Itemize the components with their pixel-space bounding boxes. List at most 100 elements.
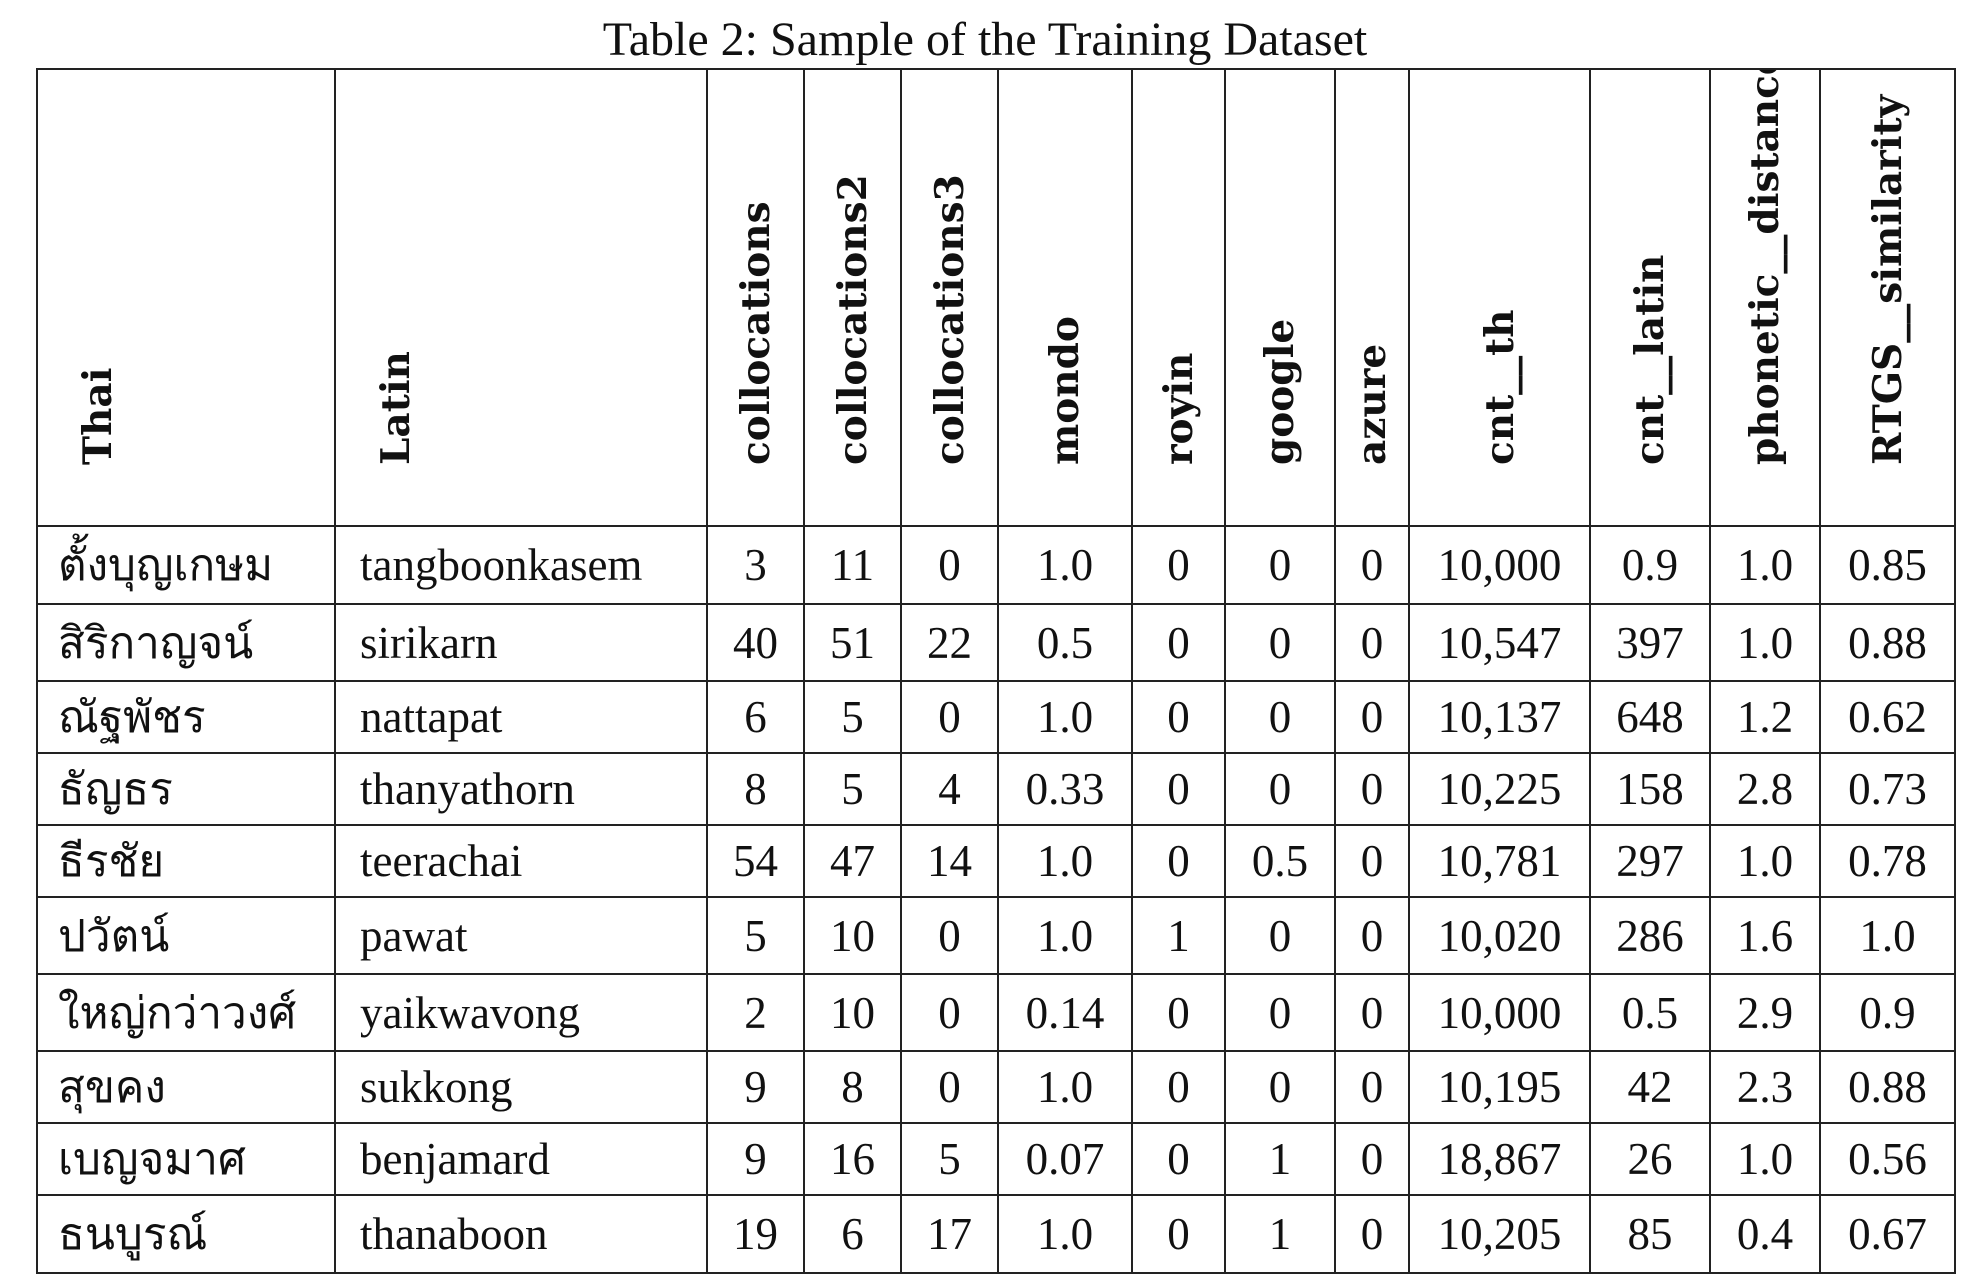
cell-phonetic-distance: 1.6 (1709, 896, 1821, 975)
table-row: สิริกาญจน์ sirikarn 40 51 22 0.5 0 0 0 10,547 397 1… (36, 603, 1956, 682)
cell-cnt-latin: 648 (1589, 680, 1711, 754)
cell-thai-name: ปวัตน์ (36, 896, 336, 975)
cell-latin-name: yaikwavong (334, 973, 708, 1052)
column-header-label: collocations3 (926, 174, 973, 465)
column-header-label: Thai (75, 367, 121, 465)
column-header-label: google (1257, 318, 1303, 465)
cell-royin: 1 (1131, 896, 1226, 975)
cell-latin-name: thanyathorn (334, 752, 708, 826)
cell-collocations3: 0 (900, 525, 999, 605)
column-header-label: azure (1349, 343, 1395, 465)
column-header-rtgs-similarity: RTGS__similarity (1819, 68, 1956, 527)
cell-mondo: 0.5 (997, 603, 1133, 682)
cell-google: 0 (1224, 603, 1336, 682)
cell-royin: 0 (1131, 603, 1226, 682)
cell-rtgs-similarity: 0.88 (1819, 1050, 1956, 1124)
cell-rtgs-similarity: 0.85 (1819, 525, 1956, 605)
cell-cnt-th: 10,547 (1408, 603, 1591, 682)
cell-phonetic-distance: 2.8 (1709, 752, 1821, 826)
table-body: ตั้งบุญเกษม tangboonkasem 3 11 0 1.0 0 0 0 10,000… (36, 525, 1956, 1274)
cell-mondo: 1.0 (997, 824, 1133, 898)
column-header-collocations: collocations (706, 68, 805, 527)
cell-cnt-latin: 85 (1589, 1194, 1711, 1274)
cell-latin-name: sukkong (334, 1050, 708, 1124)
column-header-label: Latin (373, 351, 419, 465)
table-row: ธีรชัย teerachai 54 47 14 1.0 0 0.5 0 10,781 297 1.… (36, 824, 1956, 898)
cell-cnt-latin: 158 (1589, 752, 1711, 826)
cell-phonetic-distance: 0.4 (1709, 1194, 1821, 1274)
cell-rtgs-similarity: 0.56 (1819, 1122, 1956, 1196)
column-header-label: cnt__th (1476, 309, 1523, 466)
cell-mondo: 1.0 (997, 1050, 1133, 1124)
cell-collocations: 54 (706, 824, 805, 898)
cell-cnt-th: 10,781 (1408, 824, 1591, 898)
cell-latin-name: pawat (334, 896, 708, 975)
cell-cnt-th: 10,137 (1408, 680, 1591, 754)
cell-royin: 0 (1131, 973, 1226, 1052)
cell-azure: 0 (1334, 525, 1410, 605)
table-row: ธนบูรณ์ thanaboon 19 6 17 1.0 0 1 0 10,205 85 0.4 0.… (36, 1194, 1956, 1274)
cell-collocations: 5 (706, 896, 805, 975)
cell-royin: 0 (1131, 1050, 1226, 1124)
column-header-label: RTGS__similarity (1864, 94, 1911, 465)
cell-collocations2: 11 (803, 525, 902, 605)
column-header-collocations3: collocations3 (900, 68, 999, 527)
cell-google: 0 (1224, 752, 1336, 826)
cell-latin-name: teerachai (334, 824, 708, 898)
cell-collocations3: 4 (900, 752, 999, 826)
cell-collocations: 2 (706, 973, 805, 1052)
cell-collocations2: 6 (803, 1194, 902, 1274)
cell-collocations2: 5 (803, 680, 902, 754)
cell-cnt-th: 10,195 (1408, 1050, 1591, 1124)
cell-rtgs-similarity: 0.9 (1819, 973, 1956, 1052)
cell-collocations2: 10 (803, 896, 902, 975)
cell-collocations2: 10 (803, 973, 902, 1052)
cell-cnt-latin: 297 (1589, 824, 1711, 898)
cell-latin-name: nattapat (334, 680, 708, 754)
cell-collocations: 6 (706, 680, 805, 754)
column-header-cnt-th: cnt__th (1408, 68, 1591, 527)
cell-google: 0 (1224, 896, 1336, 975)
cell-azure: 0 (1334, 1050, 1410, 1124)
cell-royin: 0 (1131, 824, 1226, 898)
table-caption: Table 2: Sample of the Training Dataset (602, 13, 1368, 66)
cell-cnt-th: 10,000 (1408, 525, 1591, 605)
header-row: Thai Latin collocations collocations2 co… (36, 68, 1956, 527)
cell-azure: 0 (1334, 896, 1410, 975)
cell-collocations2: 47 (803, 824, 902, 898)
column-header-label: cnt__latin (1627, 254, 1673, 465)
training-dataset-table: Thai Latin collocations collocations2 co… (36, 68, 1956, 1274)
column-header-phonetic-distance: phonetic__distance (1709, 68, 1821, 527)
cell-cnt-latin: 26 (1589, 1122, 1711, 1196)
cell-collocations: 3 (706, 525, 805, 605)
column-header-label: collocations (732, 201, 779, 465)
cell-collocations3: 5 (900, 1122, 999, 1196)
column-header-collocations2: collocations2 (803, 68, 902, 527)
cell-collocations2: 51 (803, 603, 902, 682)
cell-thai-name: เบญจมาศ (36, 1122, 336, 1196)
cell-thai-name: ตั้งบุญเกษม (36, 525, 336, 605)
cell-phonetic-distance: 1.2 (1709, 680, 1821, 754)
cell-collocations2: 8 (803, 1050, 902, 1124)
cell-google: 0 (1224, 525, 1336, 605)
cell-google: 1 (1224, 1122, 1336, 1196)
cell-cnt-latin: 397 (1589, 603, 1711, 682)
table-row: ธัญธร thanyathorn 8 5 4 0.33 0 0 0 10,225 158 2.8 0.… (36, 752, 1956, 826)
cell-google: 0 (1224, 680, 1336, 754)
table-row: เบญจมาศ benjamard 9 16 5 0.07 0 1 0 18,867 26 1.0 0.… (36, 1122, 1956, 1196)
table-row: สุขคง sukkong 9 8 0 1.0 0 0 0 10,195 42 2.3 0.88 (36, 1050, 1956, 1124)
cell-royin: 0 (1131, 525, 1226, 605)
cell-royin: 0 (1131, 1122, 1226, 1196)
cell-cnt-th: 18,867 (1408, 1122, 1591, 1196)
cell-google: 1 (1224, 1194, 1336, 1274)
cell-thai-name: สิริกาญจน์ (36, 603, 336, 682)
cell-latin-name: sirikarn (334, 603, 708, 682)
cell-thai-name: ธีรชัย (36, 824, 336, 898)
cell-mondo: 1.0 (997, 896, 1133, 975)
column-header-label: collocations2 (829, 174, 876, 465)
column-header-cnt-latin: cnt__latin (1589, 68, 1711, 527)
column-header-royin: royin (1131, 68, 1226, 527)
column-header-label: mondo (1042, 316, 1088, 465)
cell-azure: 0 (1334, 824, 1410, 898)
cell-collocations3: 0 (900, 973, 999, 1052)
